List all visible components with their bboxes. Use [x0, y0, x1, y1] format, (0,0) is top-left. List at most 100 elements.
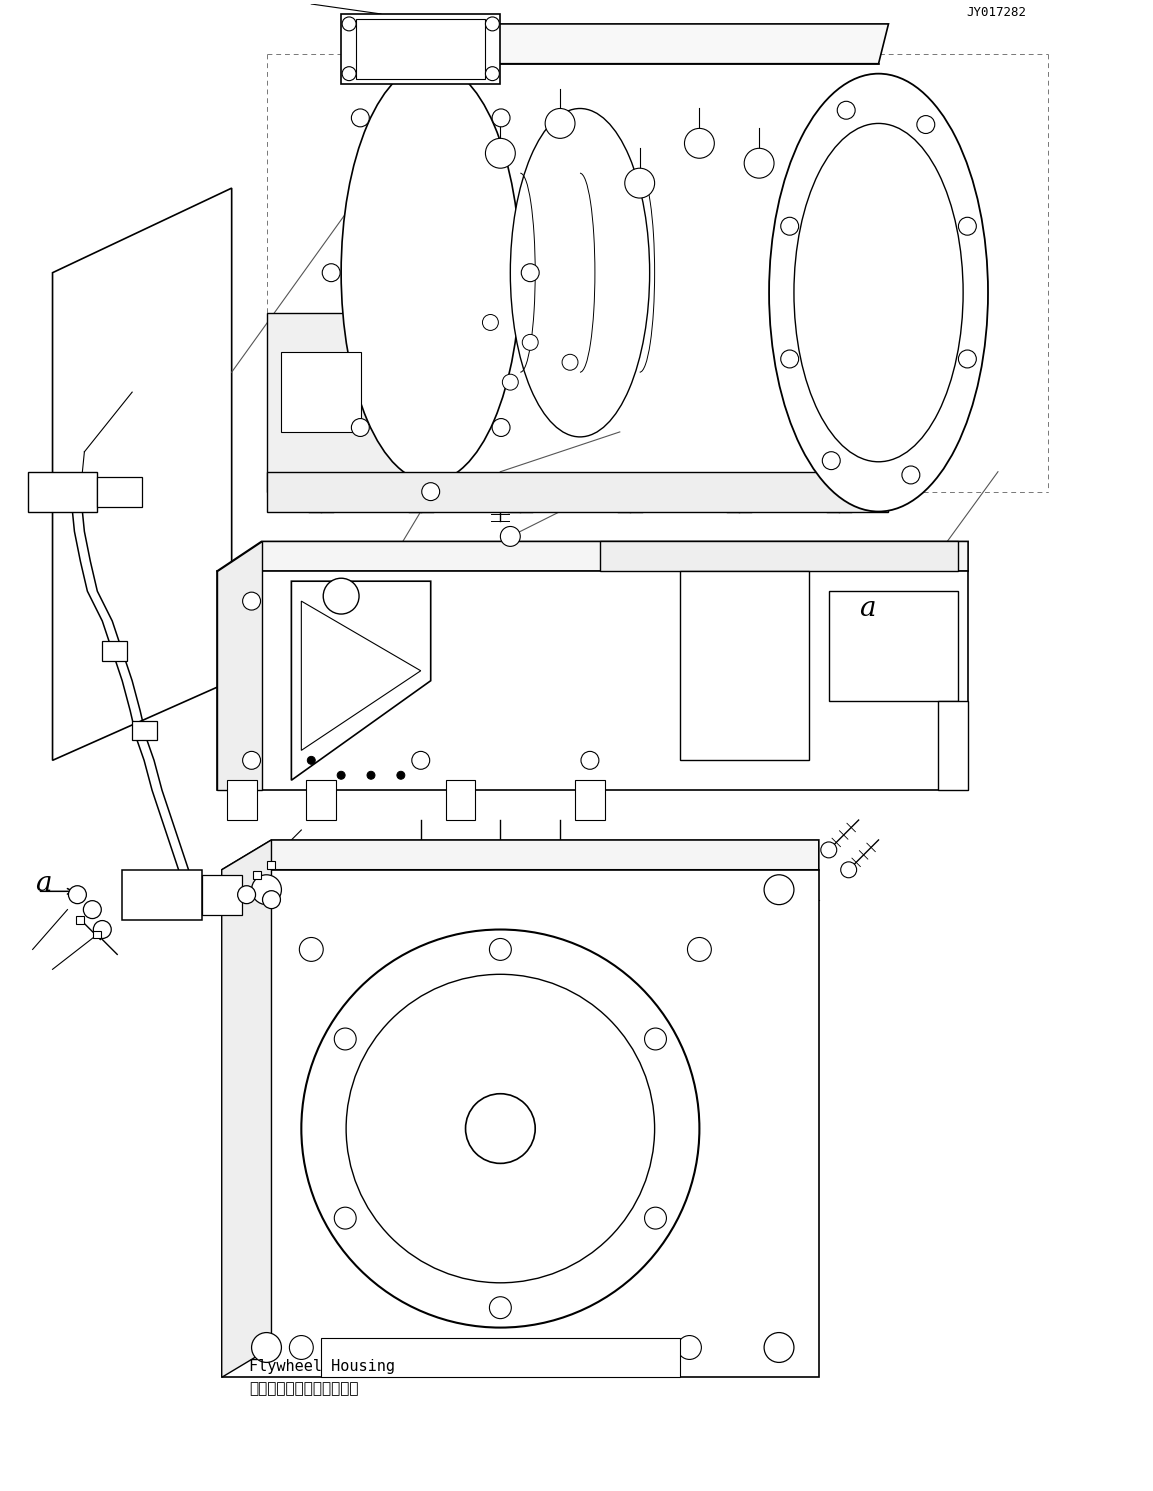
Circle shape [521, 264, 540, 282]
Polygon shape [253, 871, 261, 878]
Circle shape [466, 1094, 535, 1163]
Text: JY017282: JY017282 [966, 6, 1026, 19]
Text: a: a [35, 871, 52, 898]
Circle shape [337, 771, 345, 780]
Circle shape [625, 168, 655, 198]
Circle shape [93, 920, 111, 938]
Polygon shape [341, 13, 500, 83]
Circle shape [687, 938, 711, 962]
Circle shape [958, 218, 977, 236]
Text: フライホイールハウジング: フライホイールハウジング [249, 1381, 359, 1396]
Polygon shape [122, 869, 202, 920]
Circle shape [685, 128, 715, 158]
Circle shape [837, 101, 856, 119]
Polygon shape [76, 915, 84, 923]
Polygon shape [133, 720, 157, 741]
Ellipse shape [794, 124, 963, 462]
Circle shape [841, 862, 857, 878]
Circle shape [645, 1027, 666, 1050]
Circle shape [485, 16, 499, 31]
Circle shape [346, 974, 655, 1282]
Circle shape [308, 756, 315, 765]
Polygon shape [939, 701, 969, 790]
Circle shape [300, 938, 323, 962]
Polygon shape [356, 19, 485, 79]
Circle shape [645, 1208, 666, 1229]
Circle shape [482, 315, 498, 331]
Polygon shape [829, 590, 958, 701]
Circle shape [781, 218, 799, 236]
Polygon shape [292, 581, 431, 780]
Polygon shape [221, 839, 819, 869]
Polygon shape [371, 24, 889, 64]
Circle shape [562, 355, 578, 370]
Polygon shape [227, 780, 257, 820]
Circle shape [958, 350, 977, 368]
Polygon shape [600, 541, 958, 571]
Circle shape [83, 901, 101, 918]
Polygon shape [445, 780, 475, 820]
Circle shape [781, 350, 799, 368]
Circle shape [352, 109, 369, 127]
Circle shape [322, 264, 340, 282]
Circle shape [545, 109, 575, 139]
Polygon shape [266, 313, 431, 492]
Ellipse shape [341, 64, 520, 482]
Circle shape [917, 116, 935, 134]
Circle shape [367, 771, 375, 780]
Circle shape [323, 579, 359, 614]
Polygon shape [217, 541, 969, 571]
Polygon shape [679, 571, 809, 760]
Circle shape [342, 16, 356, 31]
Polygon shape [575, 780, 605, 820]
Circle shape [678, 1336, 701, 1360]
Circle shape [500, 526, 520, 546]
Polygon shape [221, 869, 819, 1378]
Circle shape [251, 1333, 281, 1363]
Circle shape [397, 771, 405, 780]
Polygon shape [301, 601, 421, 750]
Polygon shape [217, 571, 969, 790]
Ellipse shape [769, 73, 988, 511]
Polygon shape [202, 875, 242, 914]
Circle shape [238, 886, 256, 904]
Polygon shape [97, 477, 142, 507]
Polygon shape [217, 541, 262, 790]
Polygon shape [93, 930, 101, 938]
Circle shape [581, 751, 598, 769]
Circle shape [422, 483, 439, 501]
Circle shape [422, 45, 439, 63]
Circle shape [301, 929, 700, 1327]
Circle shape [764, 1333, 794, 1363]
Circle shape [485, 67, 499, 81]
Ellipse shape [511, 109, 649, 437]
Polygon shape [322, 1337, 679, 1378]
Circle shape [821, 842, 837, 857]
Text: a: a [859, 595, 875, 622]
Polygon shape [53, 188, 232, 760]
Polygon shape [221, 839, 271, 1378]
Circle shape [822, 452, 841, 470]
Circle shape [334, 1208, 356, 1229]
Circle shape [242, 751, 261, 769]
Circle shape [242, 592, 261, 610]
Polygon shape [267, 860, 276, 869]
Polygon shape [28, 471, 97, 511]
Circle shape [489, 1297, 511, 1318]
Circle shape [352, 419, 369, 437]
Circle shape [485, 139, 515, 168]
Circle shape [342, 67, 356, 81]
Polygon shape [103, 641, 127, 661]
Circle shape [744, 148, 774, 177]
Polygon shape [307, 780, 337, 820]
Polygon shape [281, 352, 361, 432]
Circle shape [289, 1336, 314, 1360]
Circle shape [251, 875, 281, 905]
Circle shape [492, 419, 510, 437]
Circle shape [68, 886, 86, 904]
Text: Flywheel Housing: Flywheel Housing [249, 1358, 395, 1373]
Circle shape [522, 334, 538, 350]
Circle shape [334, 1027, 356, 1050]
Circle shape [489, 938, 511, 960]
Circle shape [764, 875, 794, 905]
